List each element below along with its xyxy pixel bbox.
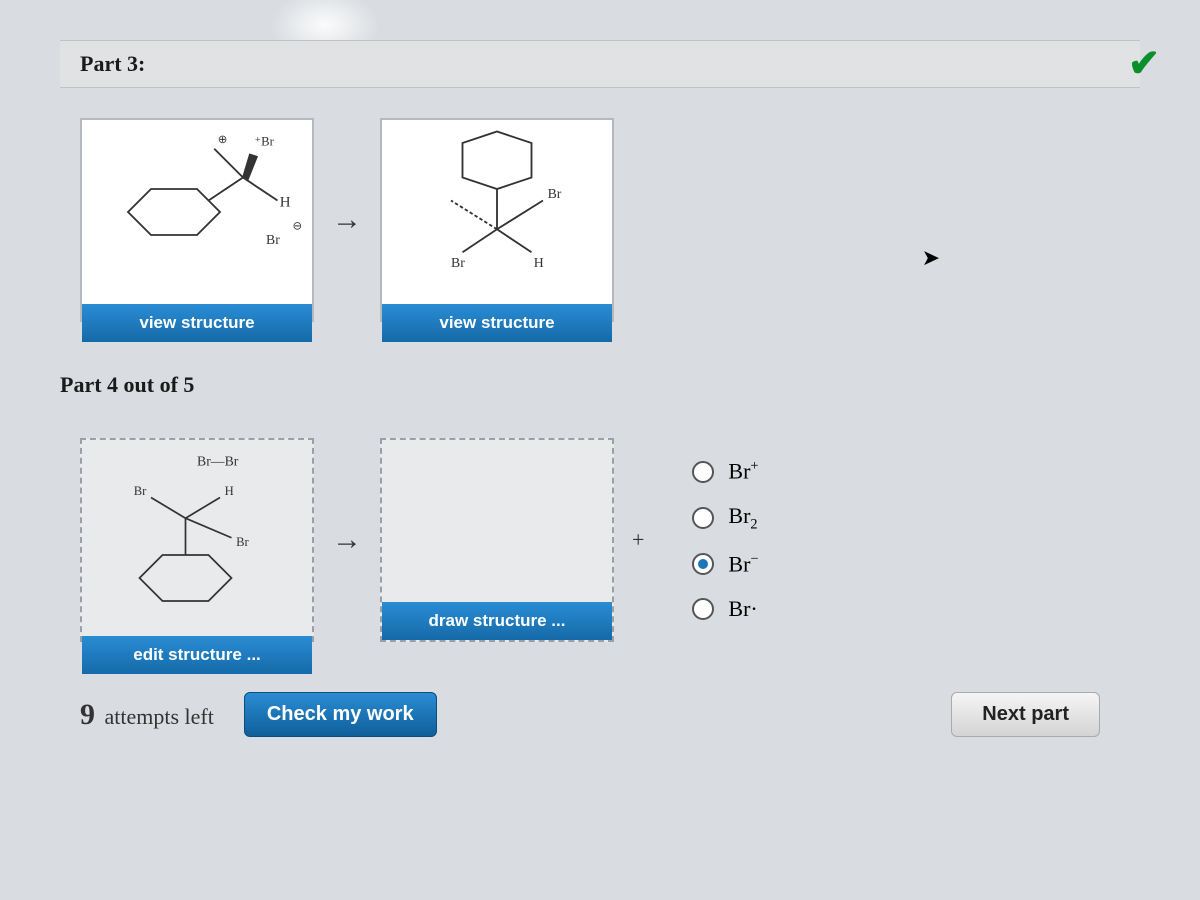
plus-icon: + <box>632 527 644 553</box>
svg-text:H: H <box>280 194 291 210</box>
radio-icon <box>692 461 714 483</box>
part4-draw-structure-button[interactable]: draw structure ... <box>382 602 612 640</box>
part3-reactant-view-button[interactable]: view structure <box>82 304 312 342</box>
option-br-minus[interactable]: Br− <box>692 551 758 577</box>
option-label: Br· <box>728 596 757 622</box>
svg-text:Br: Br <box>451 255 465 270</box>
radio-icon <box>692 598 714 620</box>
svg-text:Br—Br: Br—Br <box>197 453 239 468</box>
svg-text:⁺Br: ⁺Br <box>255 134 275 148</box>
radio-icon <box>692 507 714 529</box>
svg-text:Br: Br <box>266 232 280 247</box>
attempts-label: attempts left <box>105 704 214 729</box>
charge-minus-icon: ⊖ <box>292 220 302 232</box>
next-part-button[interactable]: Next part <box>951 692 1100 737</box>
part4-reactant-structure: Br—Br Br H Br <box>82 440 312 636</box>
correct-check-icon: ✔ <box>1128 41 1160 86</box>
option-br2[interactable]: Br2 <box>692 503 758 533</box>
part3-product-structure: Br Br H <box>382 120 612 304</box>
option-label: Br− <box>728 551 758 577</box>
part4-header: Part 4 out of 5 <box>60 362 1140 408</box>
attempts-count: 9 <box>80 698 95 731</box>
part4-row: Br—Br Br H Br edit structure ... → draw … <box>80 438 1140 642</box>
charge-plus-icon: ⊕ <box>218 134 228 146</box>
svg-text:H: H <box>225 484 234 498</box>
part3-product-view-button[interactable]: view structure <box>382 304 612 342</box>
part4-product-panel[interactable]: draw structure ... <box>380 438 614 642</box>
part3-reactant-structure: ⊕ ⁺Br H ⊖ Br <box>82 120 312 304</box>
footer-bar: 9 attempts left Check my work Next part <box>80 692 1140 737</box>
part4-edit-structure-button[interactable]: edit structure ... <box>82 636 312 674</box>
part3-header: Part 3: ✔ <box>60 40 1140 88</box>
part3-product-panel: Br Br H view structure <box>380 118 614 322</box>
option-label: Br2 <box>728 503 757 533</box>
part3-title: Part 3: <box>80 51 145 76</box>
part3-row: ⊕ ⁺Br H ⊖ Br view structure → <box>80 118 1140 322</box>
option-br-plus[interactable]: Br+ <box>692 458 758 484</box>
part3-reactant-panel: ⊕ ⁺Br H ⊖ Br view structure <box>80 118 314 322</box>
attempts-left: 9 attempts left <box>80 698 214 732</box>
product-options-group: Br+ Br2 Br− Br· <box>692 458 758 621</box>
part3-arrow-icon: → <box>332 203 362 237</box>
mouse-cursor-icon: ➤ <box>922 245 940 271</box>
svg-text:Br: Br <box>548 186 562 201</box>
part4-arrow-icon: → <box>332 523 362 557</box>
part4-title: Part 4 out of 5 <box>60 372 194 397</box>
check-my-work-button[interactable]: Check my work <box>244 692 437 737</box>
svg-text:H: H <box>534 255 544 270</box>
radio-icon <box>692 553 714 575</box>
part4-product-empty <box>382 440 612 602</box>
option-label: Br+ <box>728 458 758 484</box>
option-br-radical[interactable]: Br· <box>692 596 758 622</box>
svg-text:Br: Br <box>236 535 249 549</box>
page-root: Part 3: ✔ ⊕ ⁺Br H ⊖ Br <box>0 0 1200 737</box>
svg-text:Br: Br <box>134 484 147 498</box>
part4-reactant-panel[interactable]: Br—Br Br H Br edit structure ... <box>80 438 314 642</box>
